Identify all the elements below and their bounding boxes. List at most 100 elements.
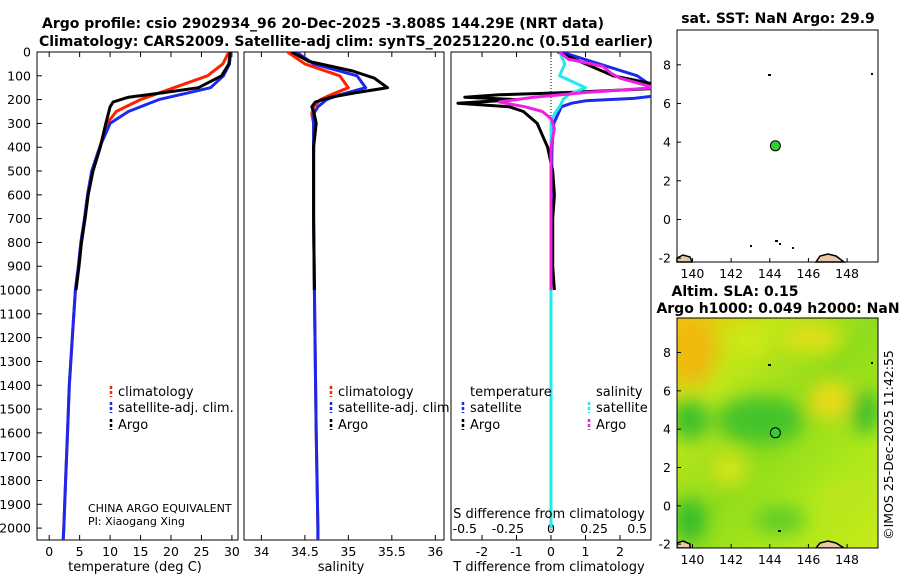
coast-speck (778, 530, 781, 532)
coastline-left (677, 540, 691, 548)
legend-argo: Argo (338, 418, 368, 433)
argo-float-marker (769, 140, 781, 152)
y-tick-label: 2000 (0, 521, 31, 536)
sla-patch (782, 324, 842, 352)
x-tick-label: 10 (102, 544, 118, 559)
y-tick-label: 1900 (0, 497, 31, 512)
lon-tick-label: 142 (719, 266, 743, 281)
lat-tick-label: 6 (663, 383, 671, 398)
temperature-axis-label: temperature (deg C) (68, 560, 202, 575)
temperature-axes-box (36, 51, 239, 541)
lat-tick-label: 8 (663, 345, 671, 360)
legend-t-satellite: satellite (470, 401, 522, 416)
lat-tick-label: 2 (663, 173, 671, 188)
y-tick-label: 1400 (0, 378, 31, 393)
x-tick-label: -2 (476, 544, 488, 559)
sla-map-longitude-ticks: 140 142 144 146 148 (681, 544, 859, 567)
y-tick-label: 0 (23, 45, 31, 60)
temperature-tick-labels: 0 5 10 15 20 25 30 (45, 52, 240, 559)
sla-low-patch (851, 390, 878, 434)
sla-heatmap (677, 318, 878, 548)
series-line-salinity-argo (497, 52, 651, 290)
coast-speck (750, 245, 752, 247)
salinity-axes-box (243, 51, 445, 541)
sla-map-panel: Altim. SLA: 0.15 Argo h1000: 0.049 h2000… (656, 284, 899, 567)
x-tick-label: 36 (427, 544, 443, 559)
x-tick-label: 30 (224, 544, 240, 559)
x-tick-label: 34.5 (291, 544, 319, 559)
s-tick-label: 0.25 (580, 521, 608, 536)
data-center-note: CHINA ARGO EQUIVALENT (88, 502, 232, 515)
salinity-axis-label: salinity (318, 560, 365, 575)
coastline-bottom (815, 540, 846, 548)
sla-field-texture (677, 318, 878, 542)
lon-tick-label: 140 (681, 266, 705, 281)
x-tick-label: 0 (547, 544, 555, 559)
salinity-series (286, 52, 389, 540)
x-tick-label: 5 (76, 544, 84, 559)
series-line-satellite-adj-clim- (295, 52, 368, 540)
legend-s-argo: Argo (596, 418, 626, 433)
sla-low-patch (716, 396, 804, 444)
y-tick-label: 1300 (0, 354, 31, 369)
lon-tick-label: 144 (758, 552, 782, 567)
x-tick-label: 0 (45, 544, 53, 559)
sst-map-longitude-ticks: 140 142 144 146 148 (681, 258, 859, 281)
y-tick-label: 700 (7, 211, 31, 226)
y-tick-label: 1000 (0, 283, 31, 298)
sla-map-title: Altim. SLA: 0.15 (671, 284, 798, 300)
y-tick-label: 1800 (0, 473, 31, 488)
legend-temperature-title: temperature (470, 385, 552, 400)
lat-tick-label: 4 (663, 135, 671, 150)
sla-low-patch (677, 498, 706, 542)
coast-speck (768, 74, 771, 76)
sla-high-patch (677, 318, 714, 384)
y-tick-label: 1600 (0, 425, 31, 440)
y-tick-label: 400 (7, 140, 31, 155)
lon-tick-label: 146 (796, 552, 820, 567)
lat-tick-label: 2 (663, 460, 671, 475)
y-tick-label: 1100 (0, 306, 31, 321)
salinity-tick-labels: 34 34.5 35 35.5 36 (253, 52, 443, 559)
y-tick-label: 900 (7, 259, 31, 274)
s-tick-label: -0.5 (453, 521, 477, 536)
y-tick-label: 100 (7, 68, 31, 83)
s-tick-label: 0.5 (627, 521, 647, 536)
lon-tick-label: 144 (758, 266, 782, 281)
coast-speck (792, 247, 794, 249)
sst-map-panel: sat. SST: NaN Argo: 29.9 140 142 144 146 148… (659, 11, 879, 281)
figure-title-line2: Climatology: CARS2009. Satellite-adj cli… (39, 34, 653, 50)
s-difference-tick-labels: -0.5 -0.25 0 0.25 0.5 (453, 521, 648, 536)
sla-patch (712, 454, 748, 486)
lat-tick-label: 0 (663, 498, 671, 513)
x-tick-label: 35.5 (378, 544, 406, 559)
coastline-left (676, 254, 694, 263)
x-tick-label: 15 (133, 544, 149, 559)
pi-note: PI: Xiaogang Xing (88, 515, 185, 528)
series-line-argo (291, 52, 389, 291)
lon-tick-label: 148 (835, 266, 859, 281)
lat-tick-label: 6 (663, 96, 671, 111)
coast-speck (871, 73, 873, 75)
temperature-series (61, 52, 233, 540)
sla-patch (808, 380, 852, 420)
x-tick-label: 1 (582, 544, 590, 559)
legend-t-argo: Argo (470, 418, 500, 433)
s-difference-axis-label: S difference from climatology (453, 507, 645, 522)
y-tick-label: 200 (7, 92, 31, 107)
legend-climatology: climatology (338, 385, 414, 400)
lat-tick-label: -2 (659, 537, 671, 552)
coastline-bottom (814, 253, 847, 263)
legend-climatology: climatology (118, 385, 194, 400)
sst-map-latitude-ticks: 8 6 4 2 0 -2 (659, 57, 681, 266)
series-line-temperature-argo (456, 52, 651, 291)
lat-tick-label: 4 (663, 422, 671, 437)
x-tick-label: 34 (253, 544, 269, 559)
legend-salinity-title: salinity (596, 385, 643, 400)
x-tick-label: 35 (340, 544, 356, 559)
s-tick-label: 0 (547, 521, 555, 536)
t-difference-axis-label: T difference from climatology (452, 560, 645, 575)
salinity-panel: 34 34.5 35 35.5 36 salinity climatology sate… (243, 51, 454, 575)
figure-title-line1: Argo profile: csio 2902934_96 20-Dec-202… (42, 16, 604, 32)
x-tick-label: 25 (194, 544, 210, 559)
